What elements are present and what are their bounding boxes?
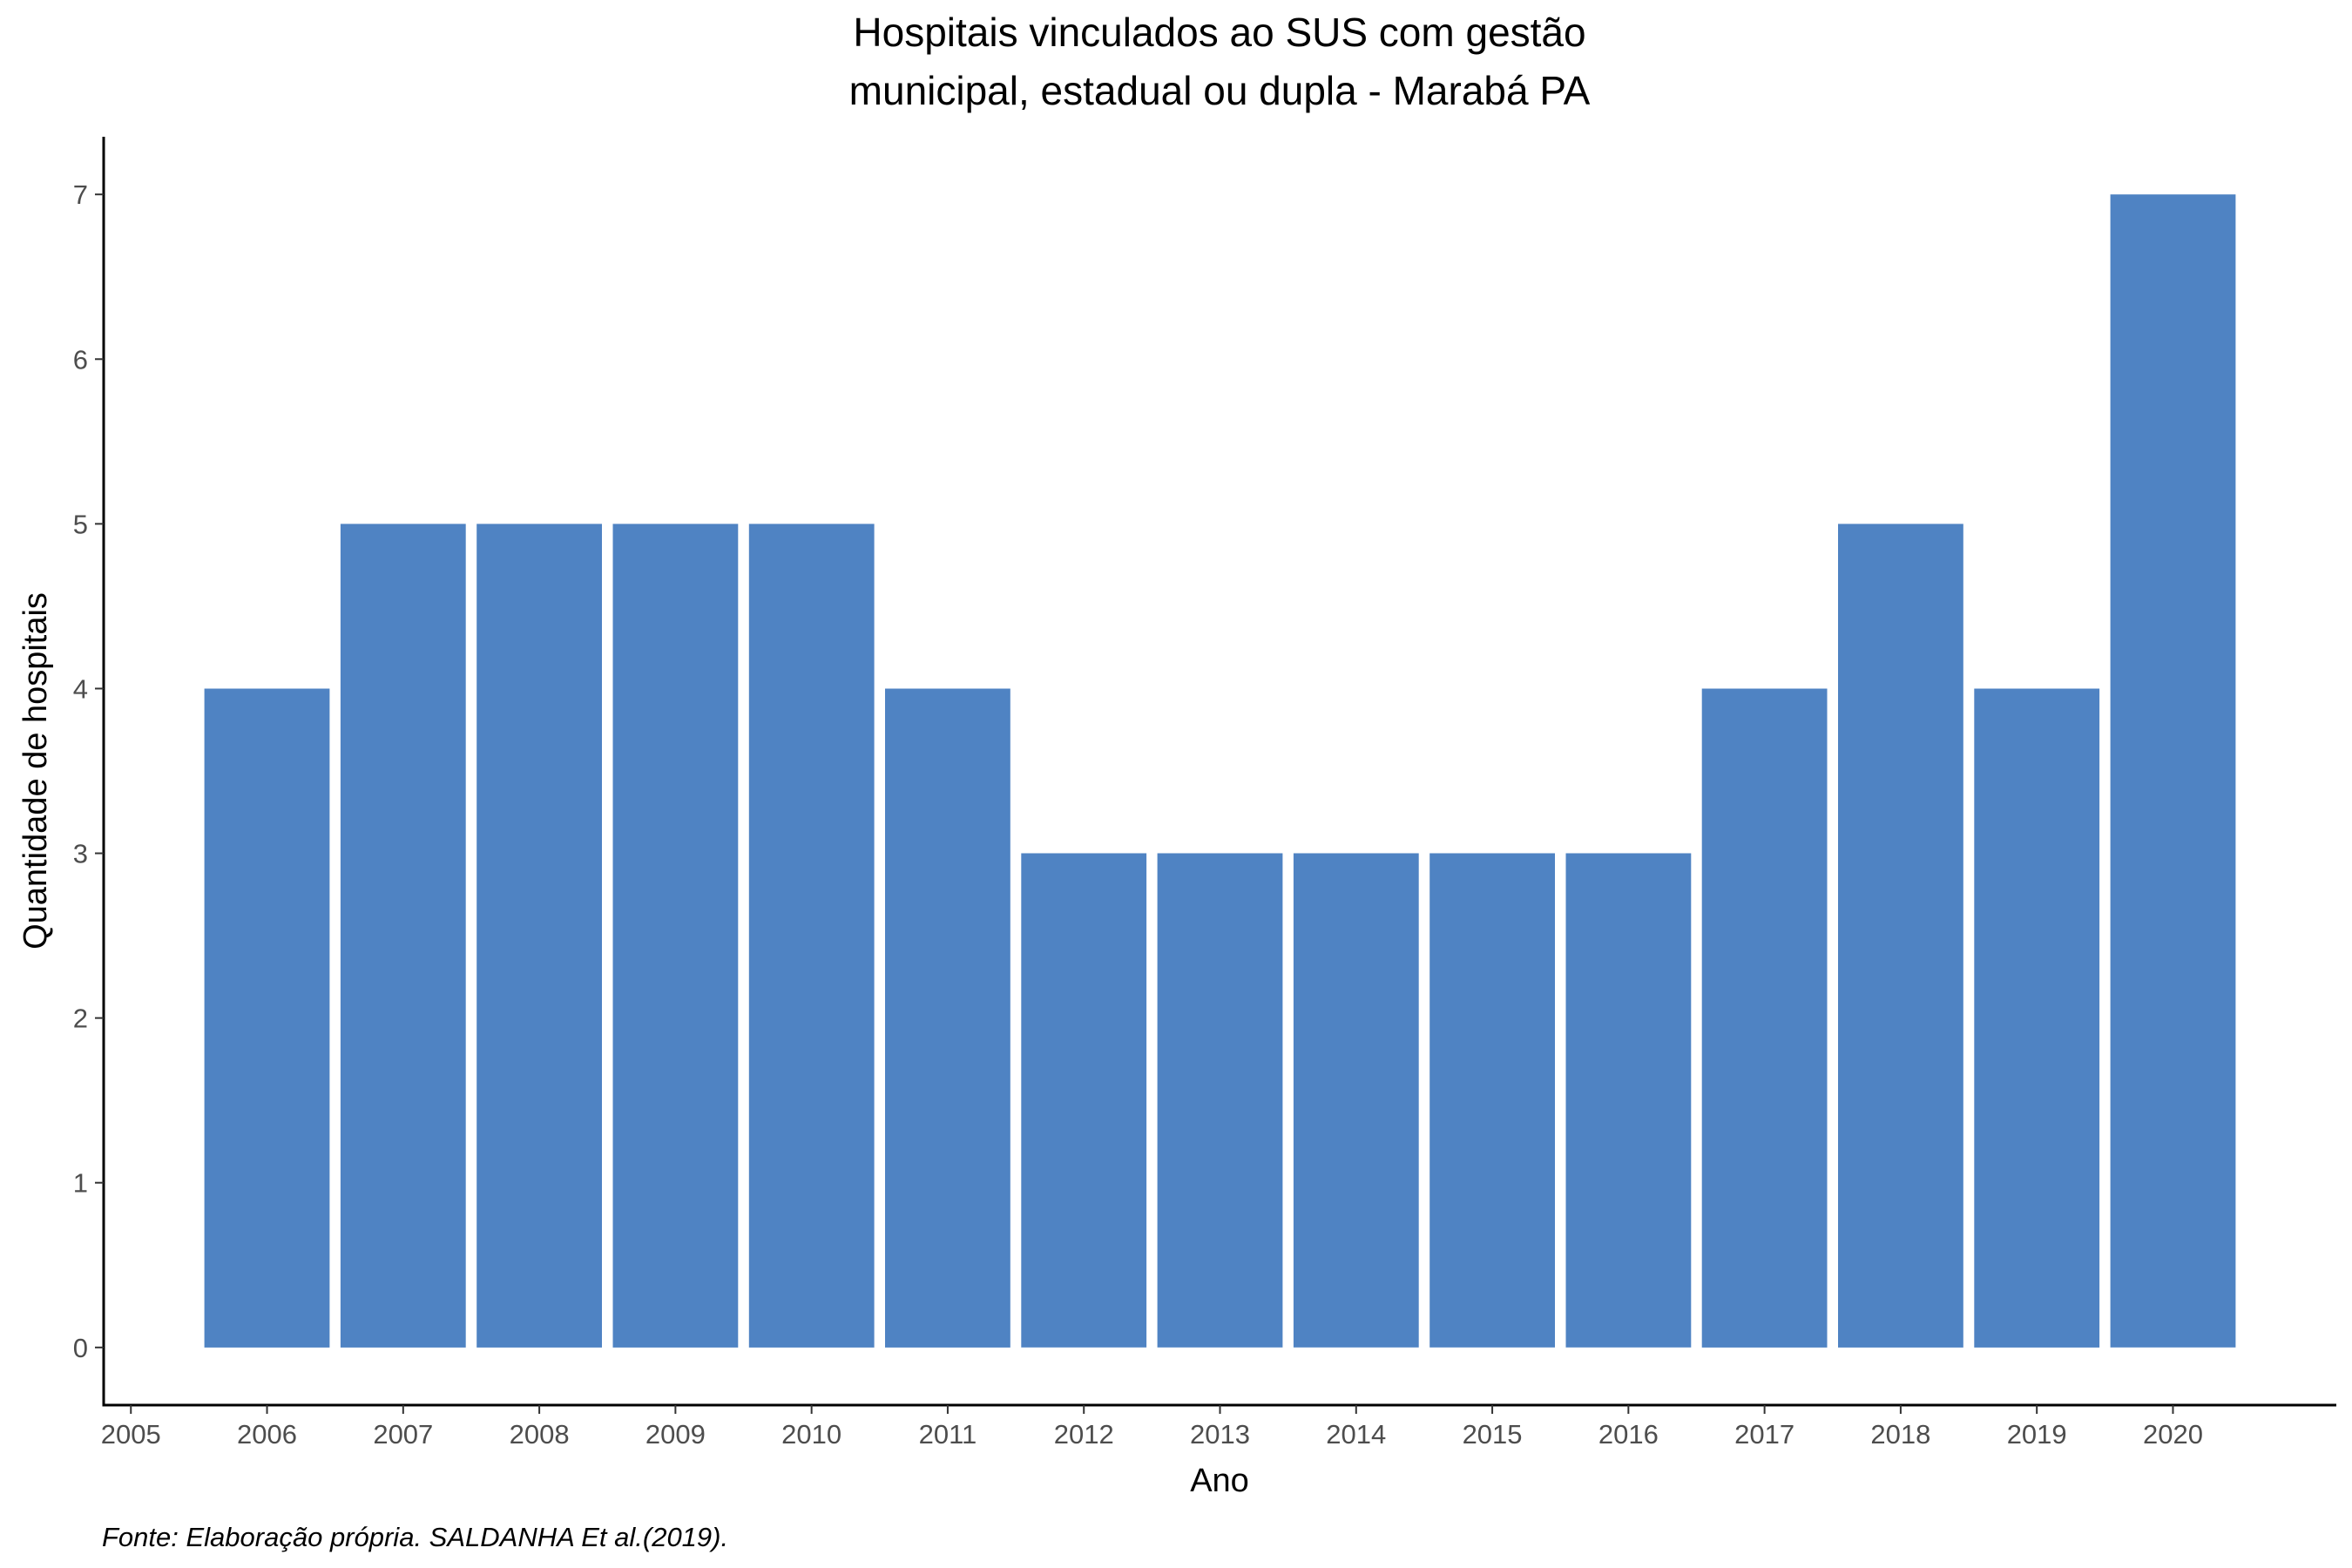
bar-2006 xyxy=(204,688,330,1348)
x-tick-label: 2015 xyxy=(1463,1419,1523,1450)
bar-2019 xyxy=(1974,688,2100,1348)
x-tick-label: 2006 xyxy=(237,1419,297,1450)
bar-2017 xyxy=(1701,688,1828,1348)
bar-2015 xyxy=(1429,853,1555,1348)
x-tick-label: 2017 xyxy=(1734,1419,1794,1450)
x-tick-label: 2007 xyxy=(373,1419,433,1450)
bar-2010 xyxy=(748,524,875,1348)
bar-2007 xyxy=(340,524,466,1348)
bar-2020 xyxy=(2110,194,2236,1348)
x-tick-label: 2011 xyxy=(919,1419,977,1450)
bar-2018 xyxy=(1838,524,1963,1348)
y-tick-label: 4 xyxy=(73,673,88,704)
y-axis-title: Quantidade de hospitais xyxy=(17,592,54,950)
y-tick-label: 1 xyxy=(73,1168,88,1199)
x-tick-label: 2013 xyxy=(1190,1419,1250,1450)
y-ticks: 0 1 2 3 4 5 6 7 xyxy=(73,179,104,1363)
y-tick-label: 5 xyxy=(73,509,88,539)
bars xyxy=(204,194,2236,1348)
chart-title: Hospitais vinculados ao SUS com gestão m… xyxy=(849,10,1591,113)
x-tick-label: 2009 xyxy=(645,1419,706,1450)
x-axis-title: Ano xyxy=(1190,1463,1249,1499)
x-tick-label: 2018 xyxy=(1870,1419,1930,1450)
y-tick-label: 0 xyxy=(73,1333,88,1363)
x-tick-label: 2019 xyxy=(2007,1419,2067,1450)
x-tick-label: 2005 xyxy=(101,1419,161,1450)
x-tick-label: 2008 xyxy=(510,1419,570,1450)
y-tick-label: 3 xyxy=(73,839,88,869)
x-tick-label: 2010 xyxy=(781,1419,841,1450)
x-tick-label: 2016 xyxy=(1598,1419,1659,1450)
y-tick-label: 7 xyxy=(73,179,88,210)
bar-2012 xyxy=(1021,853,1147,1348)
x-tick-label: 2012 xyxy=(1054,1419,1114,1450)
bar-2009 xyxy=(612,524,739,1348)
bar-2008 xyxy=(476,524,602,1348)
y-tick-label: 2 xyxy=(73,1004,88,1034)
y-tick-label: 6 xyxy=(73,344,88,375)
chart-title-line-2: municipal, estadual ou dupla - Marabá PA xyxy=(849,68,1591,113)
bar-2011 xyxy=(885,688,1010,1348)
source-caption: Fonte: Elaboração própria. SALDANHA Et a… xyxy=(102,1522,728,1552)
chart-title-line-1: Hospitais vinculados ao SUS com gestão xyxy=(853,10,1585,55)
x-tick-label: 2020 xyxy=(2143,1419,2203,1450)
x-tick-label: 2014 xyxy=(1326,1419,1386,1450)
bar-2013 xyxy=(1157,853,1283,1348)
bar-2014 xyxy=(1293,853,1419,1348)
x-ticks: 2005 2006 2007 2008 2009 2010 2011 2012 2013 2014… xyxy=(101,1405,2203,1450)
bar-2016 xyxy=(1565,853,1692,1348)
